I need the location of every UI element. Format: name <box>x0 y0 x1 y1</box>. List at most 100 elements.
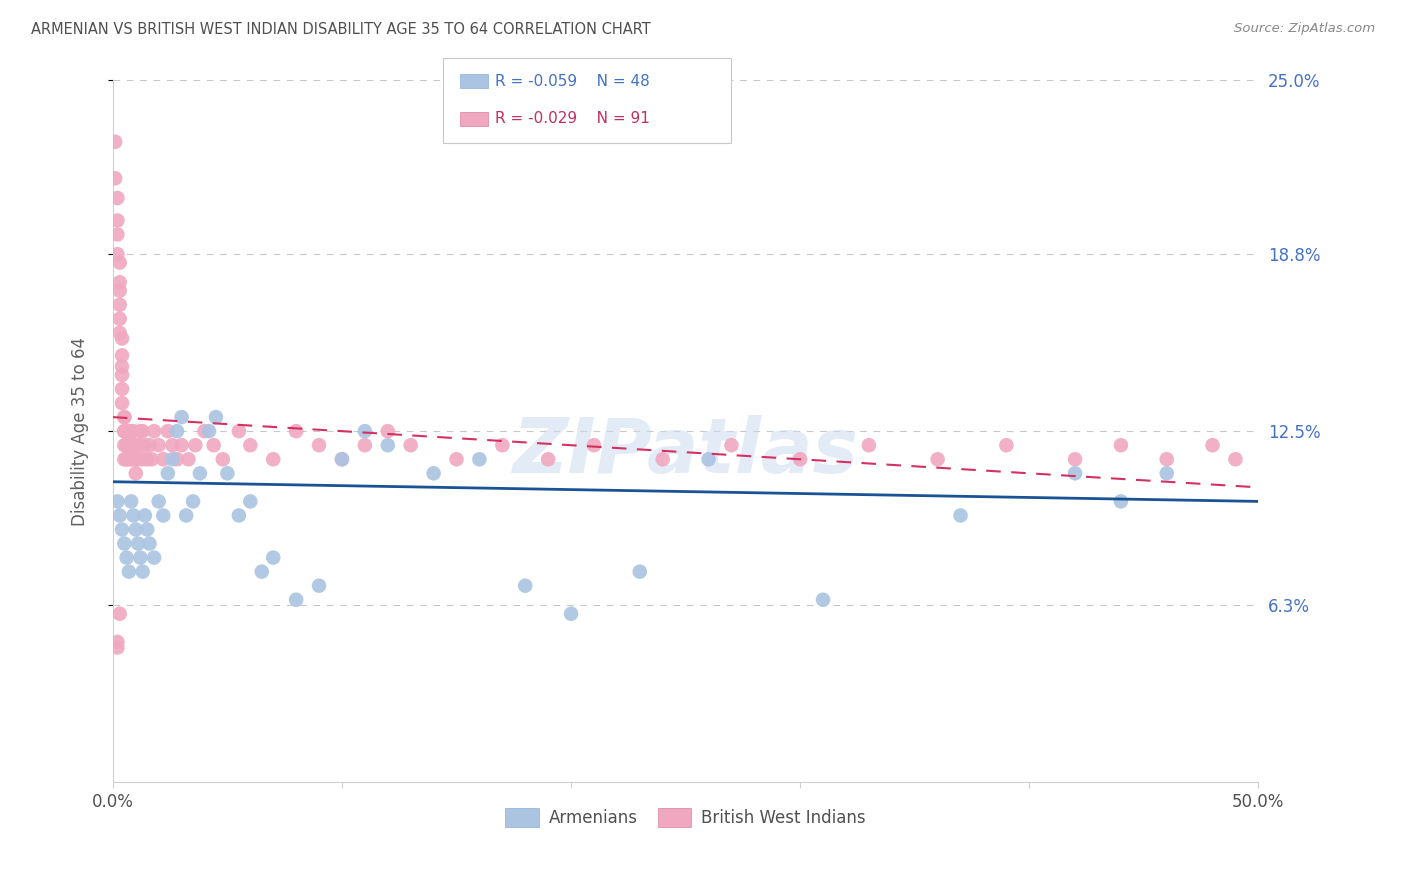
Point <box>129 550 152 565</box>
Point <box>108 326 131 340</box>
Point <box>107 213 129 227</box>
Point <box>125 452 148 467</box>
Point <box>112 410 135 425</box>
Point <box>399 438 422 452</box>
Point <box>112 424 135 438</box>
Point <box>136 452 159 467</box>
Point <box>156 424 179 438</box>
Point <box>120 494 142 508</box>
Point <box>152 452 174 467</box>
Point <box>112 410 135 425</box>
Point <box>184 438 207 452</box>
Point <box>1109 494 1132 508</box>
Point <box>250 565 273 579</box>
Point <box>148 438 170 452</box>
Text: R = -0.029    N = 91: R = -0.029 N = 91 <box>495 112 650 126</box>
Point <box>112 536 135 550</box>
Point <box>115 438 138 452</box>
Point <box>789 452 811 467</box>
Point <box>858 438 880 452</box>
Point <box>108 284 131 298</box>
Point <box>628 565 651 579</box>
Point <box>162 452 184 467</box>
Point <box>108 298 131 312</box>
Point <box>136 523 159 537</box>
Point <box>111 331 134 345</box>
Text: ZIPatlas: ZIPatlas <box>513 416 859 489</box>
Point <box>205 410 228 425</box>
Point <box>111 368 134 382</box>
Point <box>468 452 491 467</box>
Point <box>166 424 188 438</box>
Point <box>1156 467 1178 481</box>
Point <box>188 467 211 481</box>
Point <box>211 452 233 467</box>
Point <box>377 424 399 438</box>
Point <box>127 536 149 550</box>
Point <box>120 438 142 452</box>
Point <box>112 438 135 452</box>
Point <box>239 438 262 452</box>
Point <box>181 494 204 508</box>
Point <box>129 438 152 452</box>
Point <box>104 135 127 149</box>
Point <box>560 607 582 621</box>
Point <box>118 438 141 452</box>
Point <box>111 359 134 374</box>
Legend: Armenians, British West Indians: Armenians, British West Indians <box>499 801 872 834</box>
Point <box>118 424 141 438</box>
Text: R = -0.059    N = 48: R = -0.059 N = 48 <box>495 74 650 88</box>
Point <box>115 452 138 467</box>
Point <box>198 424 221 438</box>
Point <box>949 508 972 523</box>
Point <box>262 452 284 467</box>
Point <box>162 438 184 452</box>
Point <box>927 452 949 467</box>
Point <box>127 438 149 452</box>
Point <box>122 452 145 467</box>
Point <box>193 424 215 438</box>
Point <box>262 550 284 565</box>
Point <box>108 275 131 289</box>
Point <box>217 467 239 481</box>
Point <box>228 424 250 438</box>
Point <box>138 438 160 452</box>
Point <box>111 523 134 537</box>
Point <box>112 452 135 467</box>
Point <box>122 438 145 452</box>
Point <box>156 467 179 481</box>
Point <box>112 424 135 438</box>
Point <box>108 508 131 523</box>
Point <box>177 452 200 467</box>
Point <box>1225 452 1247 467</box>
Point <box>1064 467 1087 481</box>
Point <box>111 382 134 396</box>
Point <box>138 536 160 550</box>
Point <box>107 635 129 649</box>
Point <box>537 452 560 467</box>
Point <box>697 452 720 467</box>
Text: ARMENIAN VS BRITISH WEST INDIAN DISABILITY AGE 35 TO 64 CORRELATION CHART: ARMENIAN VS BRITISH WEST INDIAN DISABILI… <box>31 22 651 37</box>
Point <box>651 452 673 467</box>
Point <box>134 438 156 452</box>
Point <box>354 424 377 438</box>
Point <box>108 311 131 326</box>
Point <box>1064 452 1087 467</box>
Point <box>104 171 127 186</box>
Point <box>308 438 330 452</box>
Point <box>148 494 170 508</box>
Point <box>118 452 141 467</box>
Point <box>108 255 131 269</box>
Point <box>377 438 399 452</box>
Point <box>107 494 129 508</box>
Point <box>131 452 153 467</box>
Point <box>811 592 834 607</box>
Point <box>127 452 149 467</box>
Point <box>143 424 166 438</box>
Point <box>107 227 129 242</box>
Point <box>125 467 148 481</box>
Point <box>285 424 308 438</box>
Point <box>107 191 129 205</box>
Point <box>118 565 141 579</box>
Point <box>170 410 193 425</box>
